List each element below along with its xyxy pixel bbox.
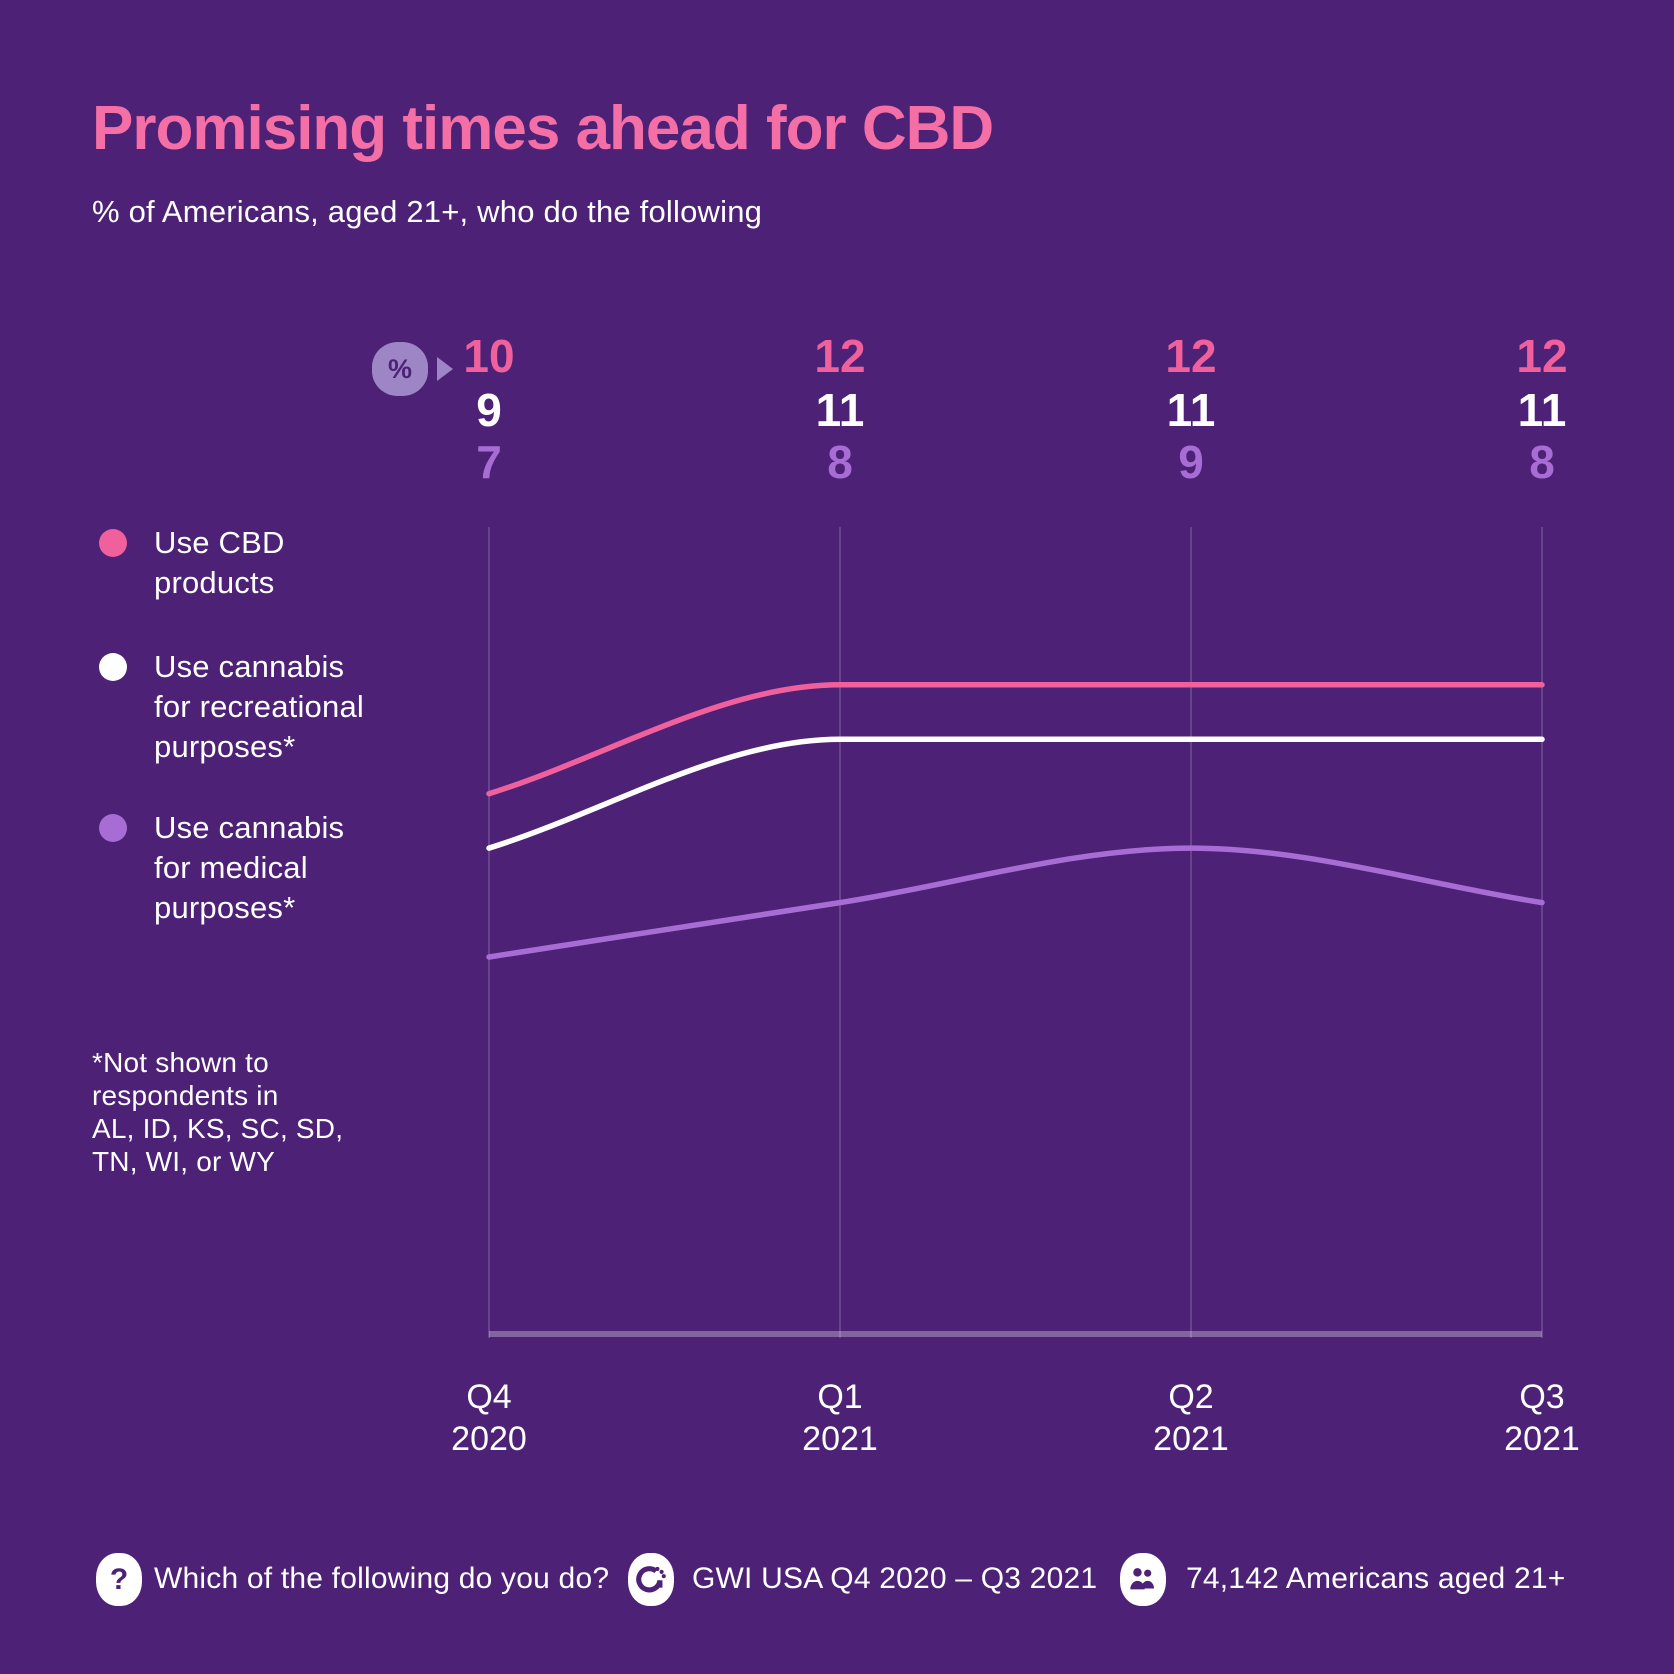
x-axis-label: Q3 2021 <box>1504 1378 1580 1458</box>
value-label: 8 <box>1529 436 1555 488</box>
people-icon <box>1120 1553 1166 1606</box>
legend-label: Use CBD products <box>154 525 285 600</box>
arrow-right-icon <box>437 357 453 381</box>
question-mark-icon: ? <box>96 1553 142 1606</box>
x-axis-label: Q2 2021 <box>1153 1378 1229 1458</box>
value-label: 8 <box>827 436 853 488</box>
legend-dot-icon <box>99 653 127 681</box>
legend-dot-icon <box>99 529 127 557</box>
value-label: 11 <box>815 384 865 436</box>
gwi-logo-icon <box>628 1553 674 1606</box>
legend-label: Use cannabis for recreational purposes* <box>154 649 364 764</box>
value-label: 11 <box>1166 384 1216 436</box>
footer-question-text: Which of the following do you do? <box>154 1562 610 1595</box>
x-axis-label: Q4 2020 <box>451 1378 527 1458</box>
question-glyph: ? <box>109 1562 129 1596</box>
page-subtitle: % of Americans, aged 21+, who do the fol… <box>92 194 763 229</box>
value-label: 11 <box>1517 384 1567 436</box>
x-axis-baseline <box>489 1331 1542 1337</box>
footnote: *Not shown to respondents in AL, ID, KS,… <box>92 1047 344 1177</box>
page-title: Promising times ahead for CBD <box>92 94 994 163</box>
x-axis-label: Q1 2021 <box>802 1378 878 1458</box>
percent-icon: % <box>372 342 428 396</box>
series-line <box>486 682 1545 797</box>
series-line <box>486 845 1545 960</box>
footer-source-text: GWI USA Q4 2020 – Q3 2021 <box>692 1562 1098 1595</box>
gwi-logo-glyph <box>636 1565 666 1592</box>
value-label: 7 <box>476 436 502 488</box>
legend-dot-icon <box>99 814 127 842</box>
footer-sample-text: 74,142 Americans aged 21+ <box>1186 1562 1566 1595</box>
value-label: 9 <box>1178 436 1204 488</box>
legend-item: Use cannabis for medical purposes* <box>99 808 344 928</box>
value-label: 12 <box>1165 330 1217 382</box>
value-label: 12 <box>1516 330 1568 382</box>
legend-item: Use cannabis for recreational purposes* <box>99 647 364 767</box>
legend-label: Use cannabis for medical purposes* <box>154 810 345 925</box>
value-label: 12 <box>814 330 866 382</box>
series-line <box>486 736 1545 851</box>
legend-item: Use CBD products <box>99 523 285 603</box>
people-glyph <box>1130 1567 1155 1589</box>
value-label: 9 <box>476 384 502 436</box>
value-label: 10 <box>463 330 515 382</box>
